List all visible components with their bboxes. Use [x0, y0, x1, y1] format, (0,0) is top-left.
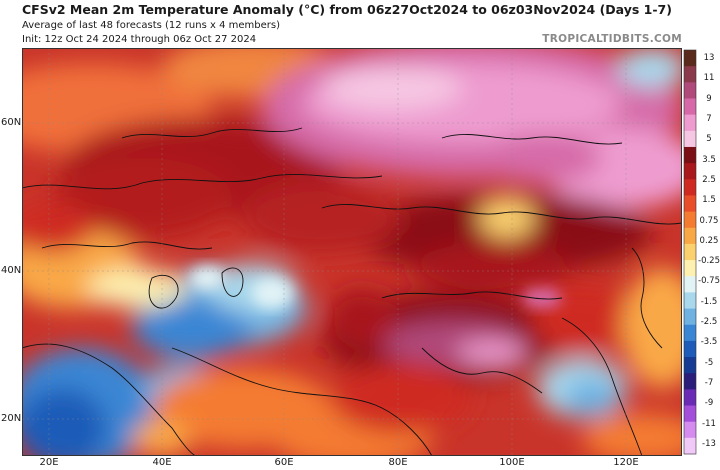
map-frame: [22, 48, 682, 456]
colorbar-swatch: [684, 260, 696, 277]
lon-tick-20e: 20E: [39, 457, 59, 468]
colorbar-swatch: [684, 389, 696, 407]
lon-tick-60e: 60E: [274, 457, 294, 468]
colorbar-swatch: [684, 340, 696, 358]
colorbar-swatch: [684, 179, 696, 196]
colorbar-legend: [683, 49, 697, 455]
colorbar-swatch: [684, 195, 696, 213]
lat-tick-40n: 40N: [1, 265, 22, 276]
colorbar-swatch: [684, 146, 696, 164]
colorbar-frame: [683, 49, 697, 455]
colorbar-swatch: [684, 227, 696, 245]
colorbar-tick-label: 2.5: [702, 174, 716, 185]
brand-watermark[interactable]: TROPICALTIDBITS.COM: [542, 33, 682, 45]
longitude-axis: 20E 40E 60E 80E 100E 120E: [22, 456, 682, 470]
colorbar-swatch: [684, 276, 696, 293]
colorbar-swatch: [684, 292, 696, 310]
colorbar-tick-label: 0.75: [699, 215, 719, 226]
colorbar-swatch: [684, 114, 696, 132]
lon-tick-100e: 100E: [499, 457, 525, 468]
colorbar-swatch: [684, 421, 696, 439]
colorbar-tick-label: 13: [703, 53, 715, 63]
colorbar-tick-label: -0.25: [698, 256, 720, 267]
colorbar-tick-label: -3.5: [700, 337, 718, 348]
colorbar-tick-label: -9: [704, 398, 714, 409]
colorbar-tick-label: -1.5: [700, 296, 718, 307]
anomaly-detail: [189, 266, 562, 308]
colorbar-tick-label: 3.5: [702, 154, 716, 165]
colorbar-tick-label: 9: [706, 93, 712, 104]
colorbar-swatch: [684, 405, 696, 423]
lat-tick-20n: 20N: [1, 413, 22, 424]
colorbar-tick-label: 1.5: [702, 195, 716, 206]
lon-tick-120e: 120E: [613, 457, 639, 468]
lon-tick-80e: 80E: [388, 457, 408, 468]
colorbar-swatch: [684, 98, 696, 116]
colorbar-tick-label: 5: [706, 134, 712, 145]
colorbar-tick-label: -11: [702, 418, 716, 429]
graticule: [22, 48, 682, 456]
colorbar-tick-label: -5: [704, 357, 714, 368]
colorbar-tick-label: 0.25: [699, 235, 719, 246]
colorbar-tick-label: -0.75: [698, 276, 720, 287]
coastlines: [22, 127, 682, 456]
colorbar-tick-label: -7: [704, 378, 714, 389]
colorbar-swatch: [684, 50, 696, 67]
lat-tick-60n: 60N: [1, 117, 22, 128]
colorbar-swatch: [684, 324, 696, 342]
colorbar-swatch: [684, 308, 696, 326]
init-time-note: Init: 12z Oct 24 2024 through 06z Oct 27…: [22, 34, 257, 45]
colorbar-swatch: [684, 357, 696, 374]
forecast-average-note: Average of last 48 forecasts (12 runs x …: [22, 20, 280, 31]
colorbar-swatch: [684, 211, 696, 229]
colorbar-swatch: [684, 373, 696, 390]
colorbar-tick-label: 7: [706, 113, 712, 124]
colorbar-tick-label: -2.5: [700, 317, 718, 328]
colorbar-swatch: [684, 130, 696, 148]
colorbar-swatch: [684, 66, 696, 83]
colorbar-swatch: [684, 437, 696, 455]
colorbar-swatch: [684, 163, 696, 180]
lon-tick-40e: 40E: [152, 457, 172, 468]
colorbar-tick-label: 11: [703, 73, 715, 84]
colorbar-swatch: [684, 82, 696, 99]
map-title: CFSv2 Mean 2m Temperature Anomaly (°C) f…: [22, 2, 672, 17]
colorbar-tick-label: -13: [702, 439, 716, 449]
colorbar-swatch: [684, 243, 696, 261]
temperature-anomaly-map: [22, 48, 682, 456]
map-header: CFSv2 Mean 2m Temperature Anomaly (°C) f…: [0, 0, 720, 48]
